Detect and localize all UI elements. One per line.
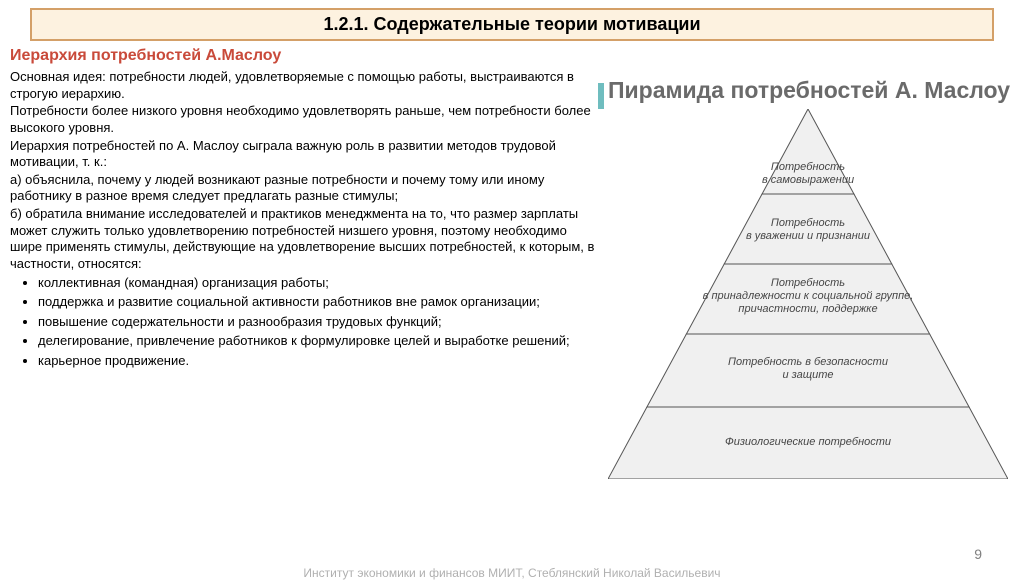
body-paragraph: Иерархия потребностей по А. Маслоу сыгра… xyxy=(10,138,600,171)
bullet-item: карьерное продвижение. xyxy=(38,353,600,370)
bullet-item: коллективная (командная) организация раб… xyxy=(38,275,600,292)
pyramid-label-line: Потребность xyxy=(608,277,1008,290)
pyramid-label-line: в принадлежности к социальной группе, xyxy=(608,290,1008,303)
pyramid-label-3: Потребность в безопасностии защите xyxy=(608,356,1008,381)
pyramid-label-line: и защите xyxy=(608,369,1008,382)
pyramid-label-0: Потребностьв самовыражении xyxy=(608,161,1008,186)
pyramid-label-line: Потребность в безопасности xyxy=(608,356,1008,369)
bullet-item: повышение содержательности и разнообрази… xyxy=(38,314,600,331)
pyramid-label-line: в самовыражении xyxy=(608,174,1008,187)
pyramid-label-line: Потребность xyxy=(608,161,1008,174)
pyramid-label-line: Потребность xyxy=(608,217,1008,230)
bullet-item: поддержка и развитие социальной активнос… xyxy=(38,294,600,311)
accent-bar xyxy=(598,83,604,109)
pyramid-label-line: причастности, поддержке xyxy=(608,303,1008,316)
title-bar: 1.2.1. Содержательные теории мотивации xyxy=(30,8,994,41)
body-paragraph: а) объяснила, почему у людей возникают р… xyxy=(10,172,600,205)
pyramid-label-2: Потребностьв принадлежности к социальной… xyxy=(608,277,1008,315)
body-paragraph: Потребности более низкого уровня необход… xyxy=(10,103,600,136)
pyramid-label-line: в уважении и признании xyxy=(608,230,1008,243)
text-column: Основная идея: потребности людей, удовле… xyxy=(10,69,600,489)
pyramid-diagram: Потребностьв самовыраженииПотребностьв у… xyxy=(608,109,1008,489)
page-number: 9 xyxy=(974,546,982,562)
body-paragraph: Основная идея: потребности людей, удовле… xyxy=(10,69,600,102)
pyramid-title: Пирамида потребностей А. Маслоу xyxy=(608,77,1014,103)
bullet-list: коллективная (командная) организация раб… xyxy=(10,275,600,370)
content: Основная идея: потребности людей, удовле… xyxy=(0,69,1024,489)
subtitle: Иерархия потребностей А.Маслоу xyxy=(10,47,1014,65)
pyramid-column: Пирамида потребностей А. Маслоу Потребно… xyxy=(600,69,1014,489)
pyramid-label-1: Потребностьв уважении и признании xyxy=(608,217,1008,242)
body-paragraph: б) обратила внимание исследователей и пр… xyxy=(10,206,600,273)
bullet-item: делегирование, привлечение работников к … xyxy=(38,333,600,350)
page-title: 1.2.1. Содержательные теории мотивации xyxy=(323,14,700,34)
pyramid-label-line: Физиологические потребности xyxy=(608,436,1008,449)
pyramid-label-4: Физиологические потребности xyxy=(608,436,1008,449)
footer-text: Институт экономики и финансов МИИТ, Стеб… xyxy=(0,566,1024,580)
